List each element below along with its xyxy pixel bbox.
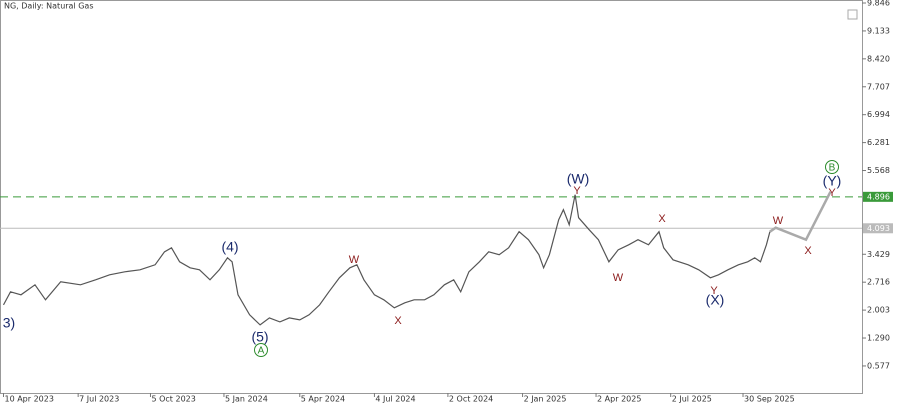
wave-label: (5): [251, 329, 268, 345]
price-level-box: [863, 223, 893, 234]
x-tick-label: 2 Jan 2025: [524, 395, 567, 404]
x-tick-label: 7 Jul 2023: [79, 395, 119, 404]
projection-line: [769, 191, 832, 242]
y-tick-label: 5.568: [867, 166, 890, 175]
wave-label: X: [658, 213, 666, 225]
price-level-box: [863, 191, 893, 202]
wave-label: (W): [567, 171, 590, 187]
window-button[interactable]: [847, 9, 858, 20]
wave-label: (Y): [823, 173, 842, 189]
wave-label: Y: [828, 187, 836, 199]
y-tick-label: 2.003: [867, 306, 890, 315]
wave-circle: [254, 343, 268, 357]
wave-label: Y: [573, 185, 581, 197]
x-tick-label: 5 Oct 2023: [151, 395, 195, 404]
wave-label: W: [613, 272, 624, 284]
x-tick-label: 5 Apr 2024: [301, 395, 345, 404]
x-tick-label: 2 Apr 2025: [597, 395, 641, 404]
chart-title: NG, Daily: Natural Gas: [4, 2, 94, 11]
wave-label: W: [349, 254, 360, 266]
wave-label: A: [258, 346, 265, 357]
y-tick-label: 3.429: [867, 250, 890, 259]
y-tick-label: 0.577: [867, 361, 890, 370]
y-tick-label: 7.707: [867, 82, 890, 91]
y-tick-label: 1.290: [867, 334, 890, 343]
x-tick-label: 30 Sep 2025: [744, 395, 795, 404]
wave-label: B: [829, 163, 836, 174]
wave-label: (X): [706, 292, 725, 308]
y-tick-label: 9.846: [867, 0, 890, 8]
y-tick-label: 9.133: [867, 26, 890, 35]
x-tick-label: 2 Oct 2024: [449, 395, 493, 404]
wave-circle: [825, 160, 839, 174]
price-line: [2, 194, 771, 326]
y-tick-label: 2.716: [867, 278, 890, 287]
x-tick-label: 2 Jul 2025: [672, 395, 712, 404]
wave-label: Y: [710, 285, 718, 297]
wave-label: 3): [3, 315, 15, 331]
y-tick-label: 8.420: [867, 54, 890, 63]
price-level-label: 4.093: [867, 224, 890, 233]
y-tick-label: 6.994: [867, 110, 890, 119]
x-tick-label: 4 Jul 2024: [375, 395, 415, 404]
wave-label: (4): [221, 239, 238, 255]
x-tick-label: 10 Apr 2023: [4, 395, 53, 404]
wave-label: W: [773, 215, 784, 227]
wave-label: X: [804, 245, 812, 257]
x-tick-label: 5 Jan 2024: [225, 395, 268, 404]
y-tick-label: 6.281: [867, 138, 890, 147]
wave-label: X: [394, 315, 402, 327]
price-level-label: 4.896: [867, 192, 890, 201]
